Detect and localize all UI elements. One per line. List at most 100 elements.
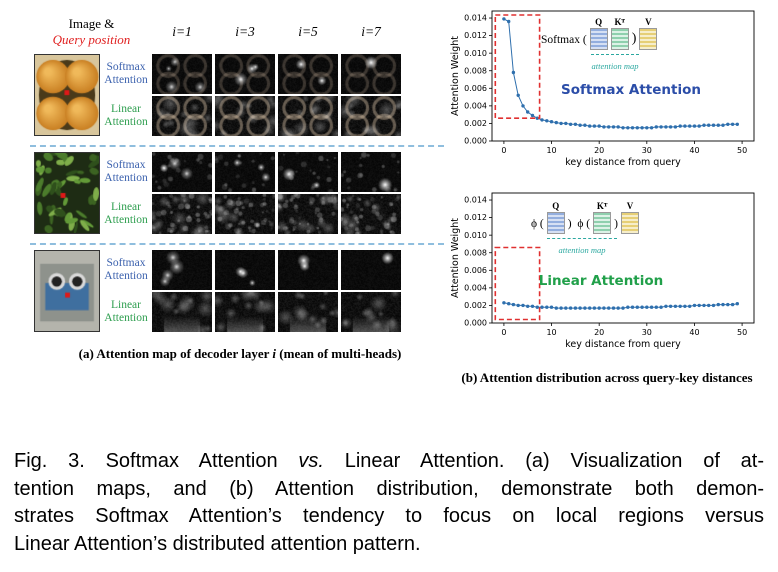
caption-vs-italic: vs. [298,450,324,472]
figure-3: Image & Query position i=1 i=3 i=5 i=7 S… [30,6,768,385]
svg-text:0: 0 [501,146,506,155]
caption-text: Linear Attention. (a) Visualization of a… [323,450,764,472]
linear-attention-row-label: Linear Attention [103,292,149,332]
row-label-line: Linear [110,102,141,115]
caption-text: Fig. 3. Softmax Attention [14,450,299,472]
attention-map [278,194,338,234]
svg-text:0.010: 0.010 [464,49,487,58]
svg-text:0.012: 0.012 [464,31,487,40]
y-axis-label: Attention Weight [450,36,461,116]
attention-map [278,250,338,290]
svg-text:0.004: 0.004 [464,101,487,110]
attention-map [278,292,338,332]
k-matrix-icon [610,28,629,50]
svg-text:30: 30 [642,328,652,337]
attention-map-label: attention map [591,61,639,71]
k-matrix: Kᵀ [610,17,629,50]
svg-text:0.012: 0.012 [464,213,487,222]
svg-text:0.010: 0.010 [464,231,487,240]
softmax-attention-row-label: Softmax Attention [103,54,149,94]
query-image-oranges [34,54,100,136]
row-label-line: Softmax [106,256,146,269]
column-header-i7: i=7 [361,24,381,39]
row-label-line: Softmax [106,60,146,73]
v-label: V [626,201,634,211]
y-axis: 0.000 0.002 0.004 0.006 0.008 0.010 0.012 0.014 [464,196,492,328]
v-matrix-icon [639,28,658,50]
v-label: V [645,17,652,27]
chart-title: Linear Attention [539,273,664,289]
column-header-i1: i=1 [172,24,192,39]
softmax-attention-chart: 0.000 0.002 0.004 0.006 0.008 0.010 0.012 0.014… [446,6,768,178]
attention-map [215,194,275,234]
linear-attention-row-label: Linear Attention [103,194,149,234]
query-position-legend: Image & Query position [34,16,149,50]
attention-map-label: attention map [558,245,606,255]
x-axis: 0 10 20 30 40 50 [501,323,747,337]
svg-text:0.002: 0.002 [464,301,487,310]
v-matrix-icon [620,212,639,234]
panel-a-caption: (a) Attention map of decoder layer i (me… [34,346,446,362]
row-label-line: Softmax [106,158,146,171]
svg-text:0.014: 0.014 [464,14,487,23]
q-label: Q [595,17,603,27]
attention-map [341,96,401,136]
k-label: Kᵀ [614,17,625,27]
y-axis-label: Attention Weight [450,218,461,298]
caption-text: (mean of multi-heads) [276,346,402,361]
caption-line: strates Softmax Attention’s tendency to … [14,505,764,528]
svg-text:10: 10 [546,146,556,155]
k-matrix-icon [593,212,612,234]
attention-map [341,54,401,94]
linear-attention-row-label: Linear Attention [103,96,149,136]
row-label-line: Attention [104,312,148,324]
k-matrix: Kᵀ [593,201,612,234]
q-matrix: Q [546,202,565,234]
svg-text:20: 20 [594,328,604,337]
panel-b-caption: (b) Attention distribution across query-… [461,370,753,385]
close-paren: ) [614,218,618,230]
attention-map [152,250,212,290]
svg-text:0.004: 0.004 [464,283,487,292]
formula-prefix: Softmax ( [541,34,587,46]
softmax-chart-svg: 0.000 0.002 0.004 0.006 0.008 0.010 0.012 0.014… [450,10,755,168]
svg-text:0.002: 0.002 [464,119,487,128]
attention-map [215,96,275,136]
attention-map [152,152,212,192]
attention-map [341,292,401,332]
panel-a: Image & Query position i=1 i=3 i=5 i=7 S… [30,8,446,362]
query-position-label: Query position [52,32,131,47]
caption-text: (a) Attention map of decoder layer [78,346,273,361]
attention-map [278,54,338,94]
q-matrix-icon [546,212,565,234]
caption-italic-i: i [272,346,277,361]
svg-text:0.008: 0.008 [464,248,487,257]
attention-map [215,292,275,332]
row-label-line: Attention [104,172,148,184]
svg-text:20: 20 [594,146,604,155]
caption-line: Fig. 3. Softmax Attention vs. Linear Att… [14,448,764,476]
x-axis-label: key distance from query [565,339,681,350]
v-matrix: V [639,17,658,50]
attention-map-brace: attention map [591,54,639,74]
column-header-i5: i=5 [298,24,318,39]
softmax-attention-row-label: Softmax Attention [103,152,149,192]
dashed-divider [30,243,444,245]
svg-text:0: 0 [501,328,506,337]
linear-formula-inset: ϕ ( Q ) ϕ ( Kᵀ ) V [531,201,639,255]
image-label: Image & [68,16,115,31]
attention-map-group-oranges: Softmax Attention Linear Attention [34,54,446,136]
row-label-line: Attention [104,214,148,226]
x-axis-label: key distance from query [565,157,681,168]
attention-map [152,54,212,94]
k-label: Kᵀ [596,201,608,211]
chart-title: Softmax Attention [561,82,701,98]
q-matrix: Q [589,17,608,50]
phi-middle: ) ϕ ( [567,218,591,230]
svg-text:30: 30 [642,146,652,155]
svg-text:0.006: 0.006 [464,84,487,93]
row-label-line: Attention [104,116,148,128]
attention-map [341,250,401,290]
query-image-leaves [34,152,100,234]
row-label-line: Linear [110,200,141,213]
